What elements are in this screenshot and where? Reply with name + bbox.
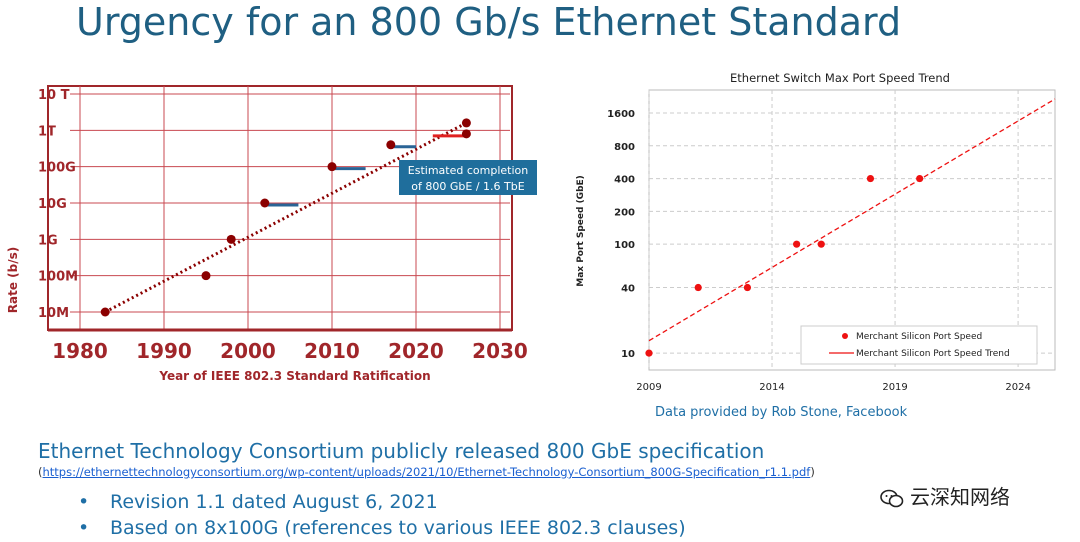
bullet-text: Revision 1.1 dated August 6, 2021 [110,491,438,513]
data-credit: Data provided by Rob Stone, Facebook [655,405,908,420]
port-speed-y-tick-labels: 10 40 100 200 400 800 1600 [607,109,635,360]
rate-x-tick-label: 2020 [388,339,444,363]
rate-chart-y-tick-labels: 10 T 1T 100G 10G 1G 100M 10M [38,88,78,321]
port-speed-x-tick-label: 2009 [636,382,661,393]
rate-x-tick-label: 2000 [220,339,276,363]
port-speed-data-point [817,240,825,248]
port-speed-data-point [866,174,875,183]
port-speed-y-tick-label: 800 [614,142,635,153]
bullet-list: • Revision 1.1 dated August 6, 2021 • Base… [78,489,686,541]
rate-x-tick-label: 1980 [52,339,108,363]
port-speed-y-axis-label: Max Port Speed (GbE) [576,175,586,287]
port-speed-data-point [916,174,924,183]
slide-title: Urgency for an 800 Gb/s Ethernet Standar… [76,0,902,44]
port-speed-chart-title: Ethernet Switch Max Port Speed Trend [730,71,950,85]
rate-data-point [327,162,337,172]
spec-link-line: (https://ethernettechnologyconsortium.or… [38,465,815,479]
consortium-heading: Ethernet Technology Consortium publicly … [38,439,765,463]
rate-y-tick-label: 1T [38,124,56,139]
port-speed-marks [645,98,1056,357]
rate-x-tick-label: 2030 [472,339,528,363]
watermark-text: 云深知网络 [910,485,1010,509]
callout-line-1: Estimated completion [408,164,528,177]
port-speed-x-tick-labels: 2009 2014 2019 2024 [636,382,1031,393]
rate-data-point [260,198,270,208]
rate-chart-y-axis-label: Rate (b/s) [6,247,20,313]
port-speed-y-tick-label: 10 [621,349,635,360]
rate-data-point [100,307,110,317]
rate-chart-frame [47,85,513,331]
spec-link[interactable]: https://ethernettechnologyconsortium.org… [42,465,811,479]
port-speed-y-tick-label: 1600 [607,109,635,120]
callout-line-2: of 800 GbE / 1.6 TbE [411,180,524,193]
link-close-paren: ) [810,465,815,479]
port-speed-data-point [793,240,801,248]
rate-chart-marks [100,118,471,317]
port-speed-x-tick-label: 2019 [882,382,907,393]
bullet-item: • Based on 8x100G (references to various … [78,515,686,541]
rate-y-tick-label: 10 T [38,88,70,103]
port-speed-y-tick-label: 40 [621,284,635,295]
bullet-dot: • [78,491,90,513]
ethernet-rate-chart: 10 T 1T 100G 10G 1G 100M 10M 1980 1990 2000 2010 2… [6,85,537,383]
rate-chart-x-tick-labels: 1980 1990 2000 2010 2020 2030 [52,339,528,363]
port-speed-legend: Merchant Silicon Port Speed Merchant Sil… [800,325,1038,365]
rate-data-point [226,234,236,244]
rate-chart-x-axis-label: Year of IEEE 802.3 Standard Ratification [158,369,430,383]
rate-y-tick-label: 10G [38,197,67,212]
port-speed-data-point [743,283,752,292]
legend-label-points: Merchant Silicon Port Speed [856,332,982,342]
link-open-paren: ( [38,465,43,479]
port-speed-data-point [645,349,653,357]
port-speed-x-tick-label: 2014 [759,382,784,393]
chat-bubbles-icon [880,489,904,507]
rate-chart-grid [47,85,513,332]
rate-x-tick-label: 2010 [304,339,360,363]
port-speed-y-tick-label: 100 [614,240,635,251]
rate-y-tick-label: 1G [38,233,58,248]
port-speed-data-point [694,283,702,292]
rate-data-point [201,271,211,281]
rate-y-tick-label: 10M [38,306,69,321]
bullet-text: Based on 8x100G (references to various I… [110,517,686,539]
rate-y-tick-label: 100G [38,161,76,176]
rate-data-point [386,140,396,150]
watermark: 云深知网络 [880,481,1010,510]
rate-y-tick-label: 100M [38,270,78,285]
switch-port-speed-chart: Ethernet Switch Max Port Speed Trend 10 4… [565,66,1075,401]
port-speed-trend-line [648,98,1056,342]
rate-data-point [461,118,471,128]
bullet-dot: • [78,517,90,539]
port-speed-y-tick-label: 200 [614,207,635,218]
port-speed-x-tick-label: 2024 [1005,382,1030,393]
estimated-completion-callout: Estimated completion of 800 GbE / 1.6 Tb… [399,160,537,195]
legend-point-swatch [842,333,848,339]
rate-x-tick-label: 1990 [136,339,192,363]
rate-data-point [461,129,471,139]
bullet-item: • Revision 1.1 dated August 6, 2021 [78,489,686,515]
port-speed-y-tick-label: 400 [614,175,635,186]
legend-label-trend: Merchant Silicon Port Speed Trend [856,349,1010,359]
